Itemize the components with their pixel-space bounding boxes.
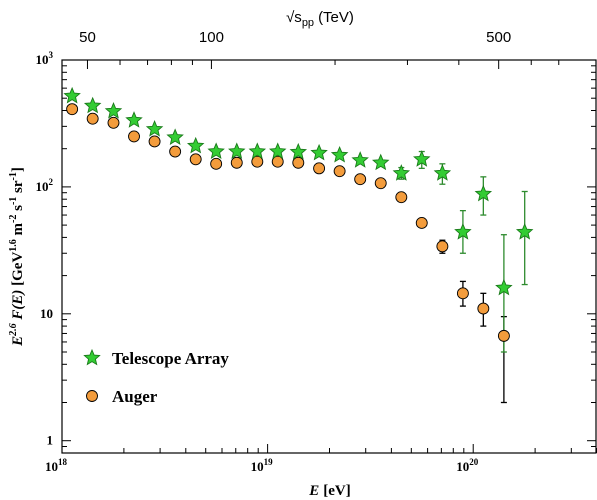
y-tick-base: 10 [36,179,49,194]
x-tick-label: 1020 [456,457,479,474]
point-auger [395,191,408,204]
y-tick-exp: 3 [49,50,54,60]
point-auger [148,135,161,148]
y-tick-label: 102 [36,177,54,194]
y-axis-label-part: [GeV [10,252,26,290]
x-axis-label-main: E [308,483,319,499]
x-tick-exp: 20 [469,457,479,467]
point-auger [374,177,387,190]
point-telescope-array [207,142,225,159]
y-tick-base: 10 [36,52,49,67]
x-tick-exp: 18 [58,457,68,467]
y-axis-label-part: 1.6 [8,239,19,252]
point-auger [436,240,449,253]
point-telescope-array [372,153,390,171]
point-telescope-array [392,164,411,181]
y-axis-label-part: m [10,222,26,239]
point-telescope-array [104,102,123,119]
y-tick-label: 103 [36,50,54,67]
point-telescope-array [269,142,287,159]
point-auger [415,216,428,229]
point-telescope-array [228,142,246,159]
x-tick-base: 10 [45,459,58,474]
point-telescope-array [289,142,308,160]
point-auger [354,173,367,186]
point-telescope-array [351,151,369,168]
point-auger [292,156,305,169]
x-tick-label: 1018 [45,457,68,474]
x-tick-exp: 19 [264,457,274,467]
y-tick-exp: 2 [49,177,54,187]
point-telescope-array [474,184,493,202]
top-axis-label-sub: pp [302,17,314,29]
y-axis-label-part: F(E) [10,290,26,324]
point-auger [497,329,510,342]
point-auger [456,287,469,300]
top-axis-label-unit: (TeV) [318,9,354,26]
legend-label-telescope-array: Telescope Array [112,349,229,368]
top-axis-label: √spp (TeV) [286,9,354,29]
point-auger [313,162,326,175]
error-bars-layer [398,150,528,404]
point-telescope-array [330,145,349,163]
point-auger [477,302,490,315]
point-telescope-array [413,150,431,167]
point-telescope-array [125,111,143,128]
top-axis-label-main: √s [286,9,302,26]
point-auger [66,103,79,116]
legend-label-auger: Auger [112,387,158,406]
x-tick-label: 1019 [251,457,274,474]
y-axis-label: E2.6 F(E) [GeV1.6 m-2 s-1 sr-1] [8,167,26,347]
point-auger [169,145,182,158]
point-telescope-array [454,222,472,240]
point-auger [86,112,99,125]
point-auger [189,153,202,166]
point-telescope-array [310,143,328,161]
point-auger [333,165,346,178]
y-axis-label-part: -2 [8,215,19,223]
x-tick-base: 10 [456,459,469,474]
point-telescope-array [83,96,102,114]
y-axis-label-part: -1 [8,197,19,205]
point-auger [128,130,140,143]
point-telescope-array [145,120,164,137]
point-telescope-array [515,222,534,240]
point-auger [107,116,120,129]
y-axis-label-part: -1 [8,172,19,180]
point-telescope-array [495,278,513,296]
y-axis-label-part: 2.6 [8,323,19,337]
point-telescope-array [248,142,267,159]
x-axis-label: E [eV] [308,483,351,499]
top-tick-label: 50 [79,29,96,46]
point-auger [230,156,243,169]
legend: Telescope Array Auger [83,348,229,406]
x-tick-base: 10 [251,459,264,474]
legend-circle-marker [86,390,98,402]
point-auger [251,155,264,168]
y-tick-label: 1 [47,433,54,448]
top-tick-label: 100 [199,29,224,46]
y-axis-label-part: E [10,336,26,347]
axes-layer [61,59,597,454]
x-axis-label-unit: [eV] [323,483,350,499]
legend-star-marker [83,348,101,366]
y-tick-label: 10 [40,306,53,321]
point-telescope-array [63,86,81,104]
y-axis-label-part: s [10,205,26,215]
point-telescope-array [433,164,452,181]
point-telescope-array [186,136,205,154]
point-auger [271,155,284,168]
top-tick-label: 500 [486,29,511,46]
markers-layer [63,86,534,342]
y-axis-label-part: ] [10,167,26,172]
point-telescope-array [166,128,184,145]
point-auger [210,157,223,170]
y-axis-label-part: sr [10,180,26,197]
